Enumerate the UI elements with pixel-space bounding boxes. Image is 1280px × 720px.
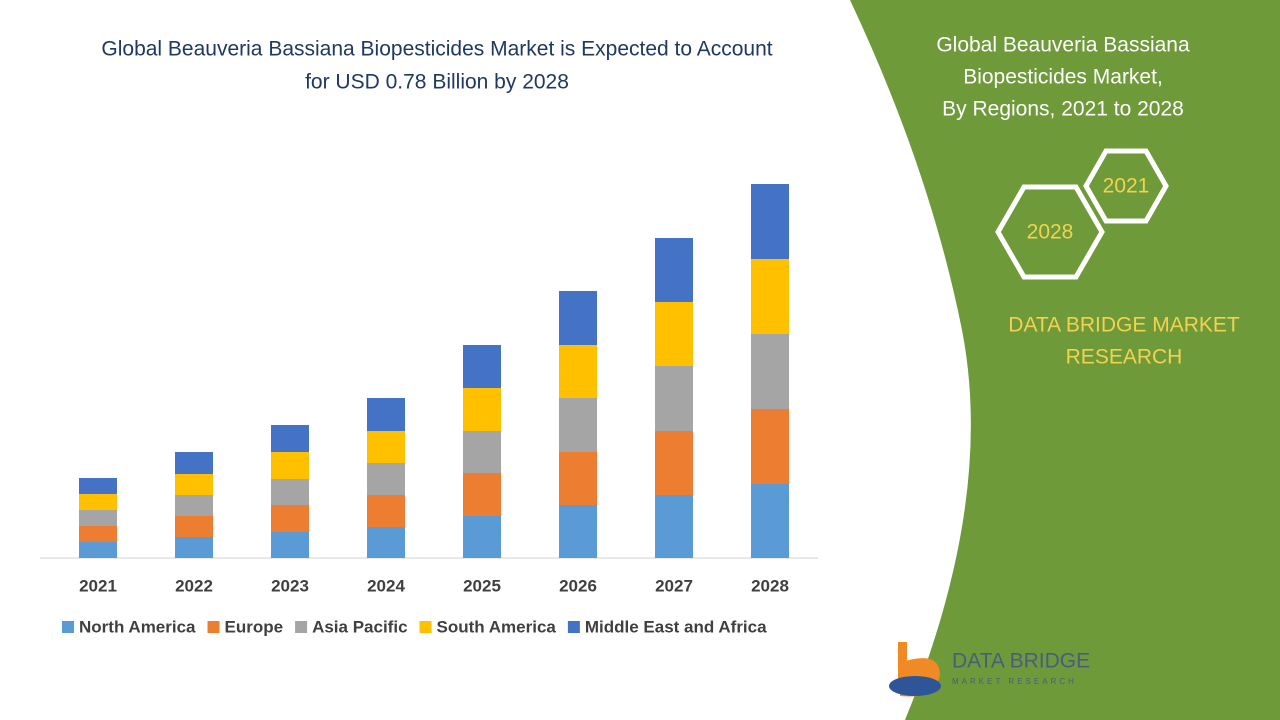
bar-segment: [463, 431, 501, 473]
bar-segment: [367, 398, 405, 431]
bar-segment: [463, 388, 501, 431]
bar-segment: [559, 398, 597, 452]
legend-swatch: [207, 621, 220, 633]
brand-text: RESEARCH: [1066, 346, 1183, 369]
bar-segment: [271, 505, 309, 532]
legend-swatch: [295, 621, 308, 633]
legend-swatch: [62, 621, 74, 633]
bar-segment: [271, 532, 309, 558]
bar-segment: [79, 526, 117, 542]
panel-title: By Regions, 2021 to 2028: [942, 98, 1184, 121]
hexagon: [1083, 148, 1169, 224]
bar-segment: [751, 334, 789, 409]
bar-segment: [175, 474, 213, 495]
bar-segment: [751, 184, 789, 259]
hex-label: 2021: [1103, 175, 1150, 198]
logo-name: DATA BRIDGE: [952, 650, 1090, 673]
bar-segment: [655, 495, 693, 558]
hexagon: [995, 184, 1105, 280]
bar-segment: [463, 345, 501, 388]
panel-title: Global Beauveria Bassiana: [936, 34, 1190, 57]
brand-text: DATA BRIDGE MARKET: [1008, 314, 1240, 337]
bar-segment: [463, 473, 501, 516]
bar-segment: [175, 537, 213, 558]
bar-segment: [559, 345, 597, 398]
bar-segment: [175, 516, 213, 537]
legend-label: Asia Pacific: [312, 617, 407, 636]
bar-segment: [271, 425, 309, 452]
legend-label: Middle East and Africa: [585, 617, 767, 636]
x-tick-label: 2027: [655, 576, 693, 595]
legend-label: Europe: [225, 617, 284, 636]
x-tick-label: 2021: [79, 576, 117, 595]
panel-title: Biopesticides Market,: [963, 66, 1163, 89]
bar-segment: [79, 510, 117, 526]
bar-segment: [751, 409, 789, 484]
bar-segment: [559, 452, 597, 505]
x-tick-label: 2026: [559, 576, 597, 595]
x-tick-label: 2022: [175, 576, 213, 595]
chart-title: for USD 0.78 Billion by 2028: [305, 71, 569, 94]
bar-segment: [271, 479, 309, 505]
bar-segment: [79, 542, 117, 558]
bar-segment: [463, 516, 501, 558]
bar-segment: [751, 259, 789, 334]
bar-segment: [655, 366, 693, 431]
x-tick-label: 2024: [367, 576, 405, 595]
legend-label: South America: [437, 617, 557, 636]
bar-segment: [367, 431, 405, 463]
x-tick-label: 2025: [463, 576, 501, 595]
bar-segment: [79, 494, 117, 510]
logo-icon: [889, 676, 941, 696]
bar-segment: [271, 452, 309, 479]
legend-swatch: [419, 621, 432, 633]
bar-segment: [367, 495, 405, 527]
bar-segment: [79, 478, 117, 494]
bar-segment: [175, 495, 213, 516]
bar-segment: [559, 291, 597, 345]
bar-segment: [175, 452, 213, 474]
bar-segment: [655, 302, 693, 366]
bar-segment: [367, 463, 405, 495]
x-tick-label: 2028: [751, 576, 789, 595]
bar-segment: [559, 505, 597, 558]
legend-swatch: [567, 621, 580, 633]
green-panel: [850, 0, 1280, 720]
hex-label: 2028: [1027, 221, 1074, 244]
logo-tagline: MARKET RESEARCH: [952, 677, 1077, 686]
chart-title: Global Beauveria Bassiana Biopesticides …: [101, 38, 772, 61]
bar-segment: [655, 238, 693, 302]
bar-segment: [655, 431, 693, 495]
x-tick-label: 2023: [271, 576, 309, 595]
bar-segment: [367, 527, 405, 558]
legend-label: North America: [79, 617, 196, 636]
logo: DATA BRIDGE MARKET RESEARCH: [889, 642, 1090, 697]
bar-segment: [751, 484, 789, 558]
